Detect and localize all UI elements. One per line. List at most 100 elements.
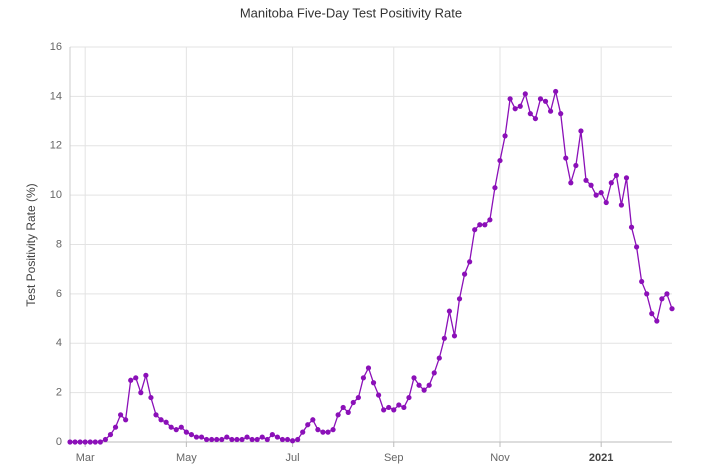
point <box>269 431 275 438</box>
point <box>178 424 184 430</box>
point <box>340 404 346 411</box>
point <box>97 439 103 445</box>
point <box>92 439 98 445</box>
point <box>664 291 670 297</box>
point <box>234 436 240 443</box>
y-axis-title: Test Positivity Rate (%) <box>24 183 38 306</box>
point <box>365 365 372 371</box>
point <box>618 202 625 208</box>
point <box>355 394 361 401</box>
point <box>330 427 336 433</box>
point <box>381 407 387 413</box>
x-tick-label: 2021 <box>589 452 613 464</box>
point <box>613 172 619 178</box>
point <box>633 244 640 250</box>
point <box>138 390 144 396</box>
point <box>421 387 427 393</box>
point <box>532 115 539 122</box>
point <box>107 431 114 438</box>
point <box>406 394 412 401</box>
point <box>168 424 174 430</box>
line <box>70 91 673 443</box>
point <box>659 296 665 302</box>
point <box>517 103 523 109</box>
y-tick-label: 12 <box>50 140 62 152</box>
point <box>416 382 422 388</box>
point <box>158 417 164 423</box>
point <box>320 429 326 435</box>
point <box>305 422 311 428</box>
point <box>441 335 447 341</box>
point <box>153 412 159 418</box>
x-tick-label: Nov <box>490 452 510 464</box>
point <box>426 382 432 388</box>
point <box>623 175 630 181</box>
point <box>472 227 478 233</box>
point <box>209 436 215 443</box>
x-tick-label: Jul <box>286 452 300 464</box>
point <box>239 436 245 443</box>
point <box>598 190 604 196</box>
point <box>87 439 93 445</box>
point <box>391 407 397 413</box>
point <box>148 394 154 401</box>
point <box>133 375 139 381</box>
point <box>502 133 508 139</box>
point <box>214 436 220 443</box>
point <box>224 434 230 440</box>
point <box>507 96 513 102</box>
point <box>527 111 533 117</box>
point <box>578 128 584 134</box>
point <box>264 436 270 443</box>
y-tick-label: 4 <box>56 337 62 349</box>
point <box>487 217 493 223</box>
point <box>563 155 569 161</box>
point <box>477 222 483 228</box>
point <box>183 429 189 435</box>
point <box>370 380 377 386</box>
point <box>583 177 589 183</box>
point <box>203 436 210 443</box>
point <box>522 91 528 97</box>
point <box>497 157 503 164</box>
point <box>401 404 407 411</box>
y-tick-label: 10 <box>50 189 62 201</box>
point <box>143 372 149 378</box>
point <box>593 192 599 198</box>
y-tick-label: 8 <box>56 238 62 250</box>
point <box>608 180 614 186</box>
point <box>117 412 124 418</box>
point <box>284 436 291 443</box>
point <box>279 436 286 443</box>
point <box>112 424 119 430</box>
point <box>259 434 265 440</box>
point <box>654 318 660 324</box>
point <box>335 412 341 418</box>
point <box>446 308 453 314</box>
point <box>456 296 463 302</box>
point <box>123 417 129 423</box>
point <box>360 375 367 381</box>
point <box>219 436 225 443</box>
point <box>431 370 437 376</box>
point <box>411 375 417 381</box>
point <box>254 436 260 443</box>
point <box>229 436 235 443</box>
point <box>163 419 169 425</box>
point <box>67 439 73 445</box>
point <box>588 182 594 188</box>
x-tick-label: May <box>176 452 197 464</box>
point <box>173 427 179 433</box>
point <box>289 438 296 444</box>
point <box>188 431 195 438</box>
chart-title: Manitoba Five-Day Test Positivity Rate <box>240 5 462 20</box>
point <box>300 429 306 435</box>
point <box>198 434 205 440</box>
point <box>249 436 255 443</box>
point <box>386 404 392 411</box>
point <box>553 88 559 95</box>
point <box>573 162 579 169</box>
point <box>482 222 488 228</box>
point <box>274 434 281 440</box>
point <box>639 278 645 285</box>
